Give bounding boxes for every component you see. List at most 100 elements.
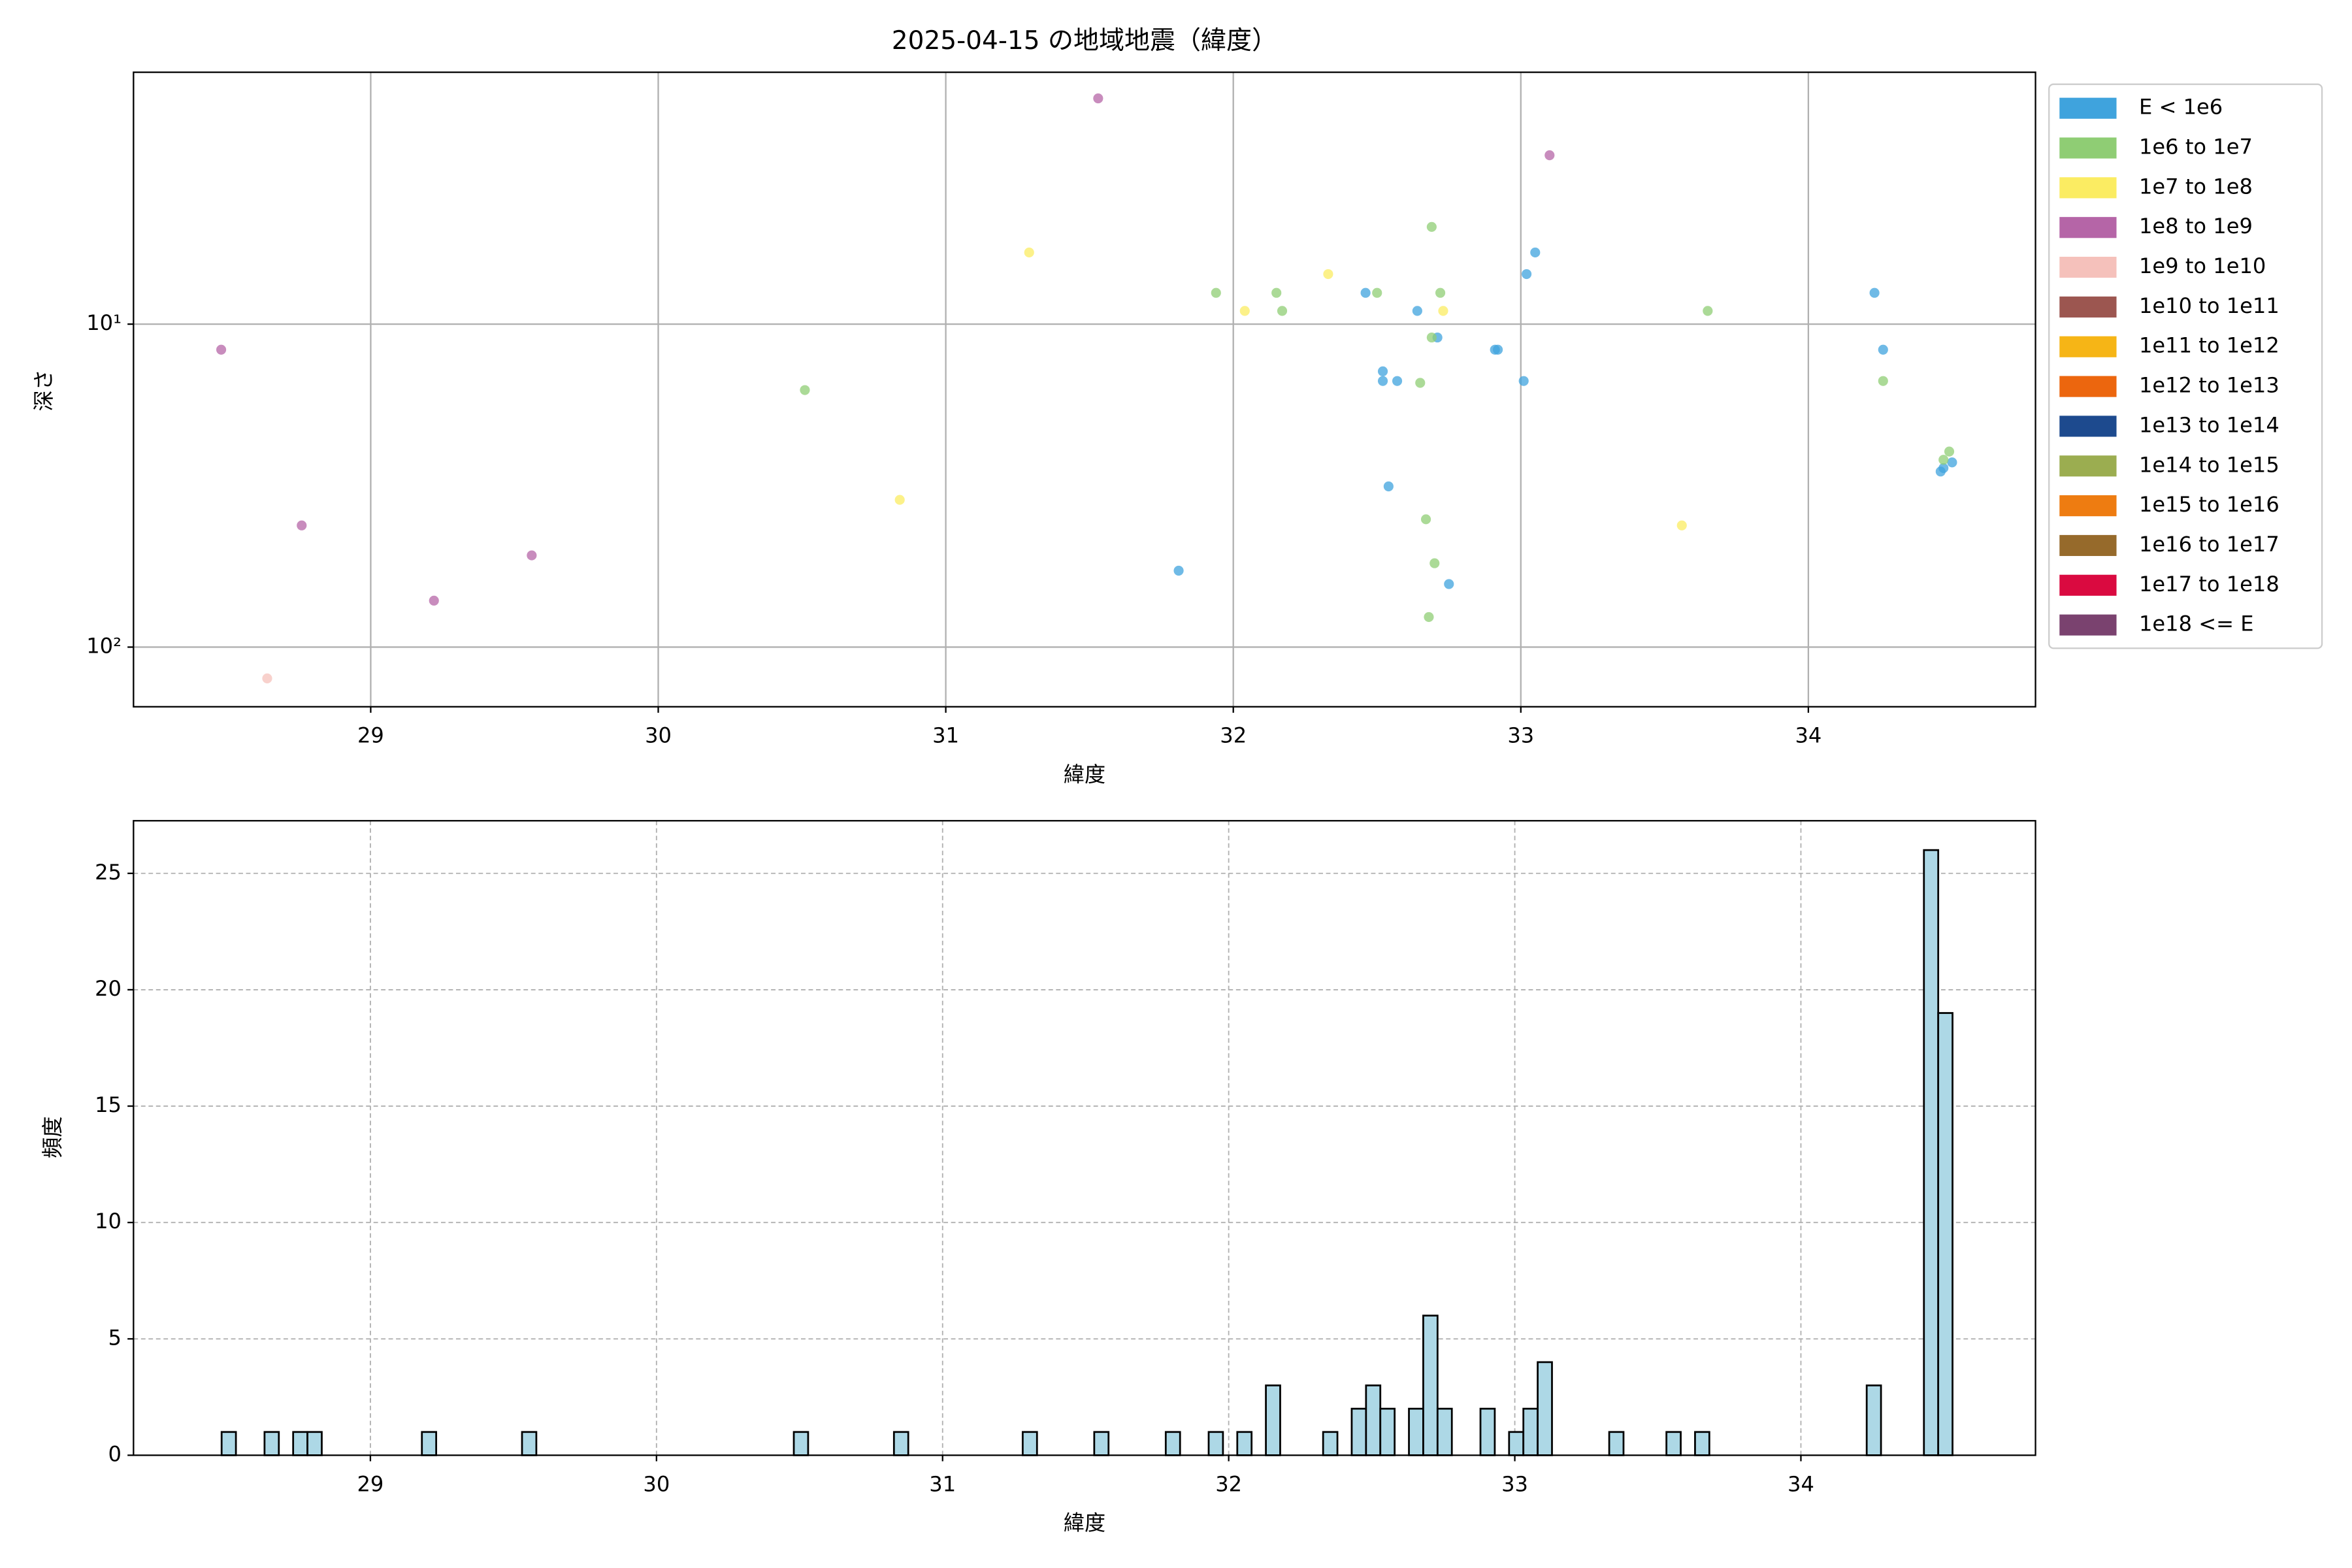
scatter-point [216,344,227,355]
x-tick-label: 29 [357,723,384,748]
scatter-point [1360,287,1371,298]
y-tick-label: 5 [108,1325,122,1350]
x-tick-label: 34 [1795,723,1821,748]
legend-label: 1e6 to 1e7 [2139,135,2253,159]
scatter-point [1093,93,1103,104]
histogram-bar [1350,1407,1367,1456]
x-tick-label: 30 [645,723,672,748]
scatter-point [297,520,307,531]
y-tick-label: 25 [95,860,122,885]
histogram-bar [1207,1431,1224,1456]
scatter-point [1173,565,1184,576]
plot-frame [133,71,2036,708]
scatter-point [1444,579,1454,589]
histogram-bar [1322,1431,1339,1456]
scatter-point [527,550,537,561]
scatter-point [1493,344,1503,355]
scatter-point [1703,306,1713,316]
x-axis-label: 緯度 [1064,1511,1105,1535]
scatter-point [800,385,810,395]
histogram-bar [1694,1431,1710,1456]
x-tick-label: 33 [1501,1471,1528,1496]
y-tick-label: 10 [95,1209,122,1233]
scatter-point [1518,376,1529,386]
legend-swatch [2059,97,2117,119]
scatter-point [1383,481,1394,492]
legend-swatch [2059,495,2117,517]
histogram-bar [220,1431,237,1456]
histogram-bar [292,1431,308,1456]
x-tick-label: 32 [1220,723,1247,748]
scatter-point [1412,306,1422,316]
legend-swatch [2059,137,2117,159]
legend-label: 1e12 to 1e13 [2139,373,2279,398]
chart-title: 2025-04-15 の地域地震（緯度） [892,26,1277,56]
histogram-bar [1093,1431,1110,1456]
x-tick-label: 32 [1215,1471,1242,1496]
scatter-point [1944,446,1955,457]
scatter-point [1544,150,1555,161]
y-axis-label: 頻度 [41,1117,65,1158]
legend-label: 1e8 to 1e9 [2139,214,2253,238]
scatter-point [1676,520,1687,531]
legend-label: 1e11 to 1e12 [2139,333,2279,358]
histogram-bar [1937,1012,1953,1456]
y-axis-label: 深さ [31,369,56,411]
legend-swatch [2059,177,2117,199]
scatter-point [1426,333,1437,343]
y-tick-label: 10² [86,633,122,658]
y-tick-label: 10¹ [86,310,122,335]
scatter-point [1438,306,1448,316]
scatter-point [1530,247,1541,258]
legend-swatch [2059,614,2117,636]
histogram-bar [421,1431,438,1456]
scatter-point [1392,376,1403,386]
histogram-bar [1479,1407,1496,1456]
scatter-point [1239,306,1250,316]
x-tick-label: 30 [643,1471,670,1496]
scatter-point [1277,306,1288,316]
histogram-bar [1236,1431,1253,1456]
legend-swatch [2059,296,2117,318]
scatter-point [1522,269,1532,280]
scatter-point [1372,287,1382,298]
histogram-bar [1923,849,1940,1456]
histogram-bar [1608,1431,1625,1456]
histogram-bar [1408,1407,1424,1456]
histogram-bar [263,1431,280,1456]
legend-label: 1e7 to 1e8 [2139,174,2253,199]
x-tick-label: 31 [932,723,959,748]
histogram-bar [1422,1315,1439,1456]
scatter-point [1424,612,1434,623]
legend-label: 1e15 to 1e16 [2139,492,2279,517]
histogram-bar [306,1431,323,1456]
x-tick-label: 34 [1788,1471,1814,1496]
scatter-point [1271,287,1282,298]
histogram-bar [1164,1431,1181,1456]
scatter-point [1869,287,1880,298]
scatter-point [1947,457,1957,468]
histogram-bar [1379,1407,1396,1456]
y-tick-label: 0 [108,1441,122,1466]
legend-label: 1e14 to 1e15 [2139,452,2279,477]
legend-label: E < 1e6 [2139,95,2223,120]
scatter-point [1435,287,1446,298]
histogram-bar [1665,1431,1682,1456]
legend-swatch [2059,376,2117,397]
scatter-point [1938,463,1949,473]
legend-swatch [2059,336,2117,357]
scatter-point [1211,287,1221,298]
legend-label: 1e10 to 1e11 [2139,293,2279,318]
legend-swatch [2059,574,2117,596]
plot-frame [133,820,2036,1456]
scatter-point [894,495,905,505]
histogram-bar [1537,1361,1553,1456]
scatter-point [1377,376,1388,386]
legend-swatch [2059,416,2117,437]
legend-label: 1e17 to 1e18 [2139,572,2279,596]
scatter-point [1878,344,1888,355]
scatter-point [262,673,272,683]
